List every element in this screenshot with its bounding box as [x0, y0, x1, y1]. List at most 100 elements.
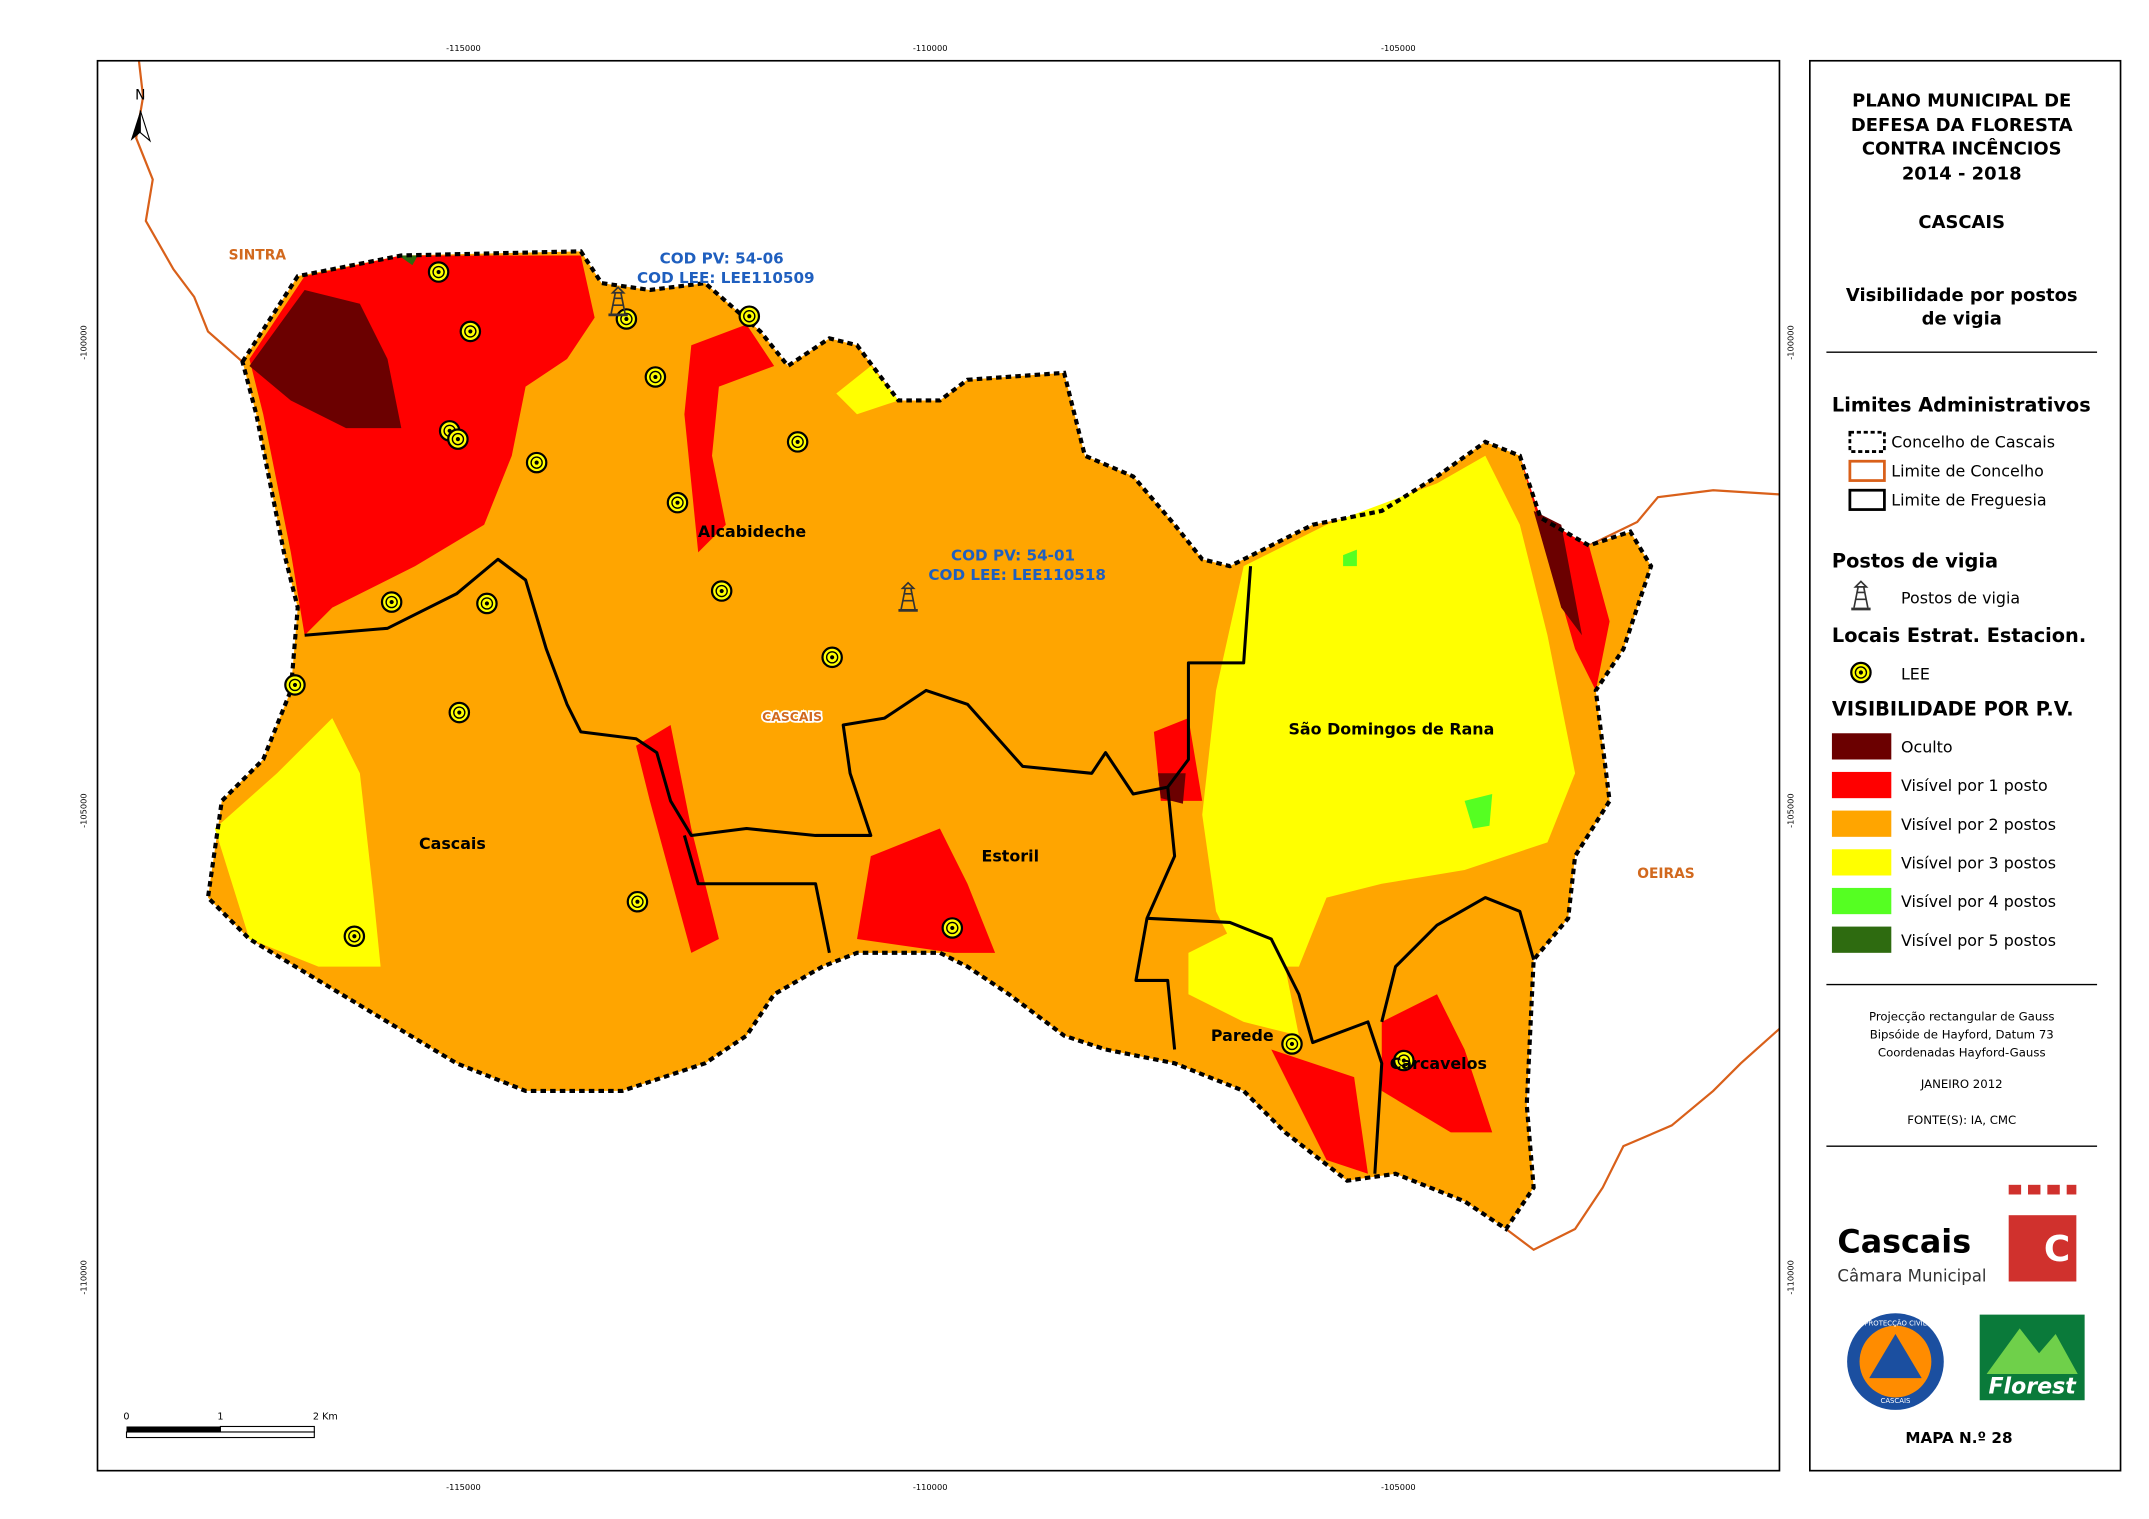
lee-point-dot — [436, 269, 441, 275]
lee-points — [284, 261, 1415, 1072]
oeiras-boundary — [1505, 1027, 1780, 1252]
panel-subtitle: Visibilidade por postos — [1846, 285, 2078, 306]
logo-cascais: Cascais — [1837, 1224, 1971, 1260]
legend-label: Visível por 2 postos — [1901, 815, 2056, 834]
logo-shape — [1869, 1333, 1922, 1379]
logo-text: CASCAIS — [1881, 1397, 1911, 1405]
coord-label: -115000 — [446, 43, 481, 53]
lee-point-dot — [830, 655, 835, 660]
north-label: N — [135, 87, 145, 103]
neighbour-label: SINTRA — [229, 248, 287, 264]
projection-note: Projecção rectangular de Gauss — [1869, 1009, 2055, 1023]
coord-label: -100000 — [1785, 325, 1795, 360]
panel-subtitle: de vigia — [1922, 309, 2002, 330]
panel-municipality: CASCAIS — [1918, 212, 2005, 233]
lee-point-ring — [1854, 666, 1868, 679]
legend-swatch — [1831, 849, 1892, 876]
panel-title: 2014 - 2018 — [1902, 164, 2022, 185]
legend-heading: VISIBILIDADE POR P.V. — [1832, 697, 2074, 720]
scale-bar — [219, 1425, 315, 1433]
legend-label: Visível por 1 posto — [1901, 776, 2048, 795]
parish-boundary — [1146, 916, 1384, 1174]
lee-point-dot — [950, 925, 955, 931]
lee-point-ring — [715, 584, 728, 598]
oeiras-boundary — [1588, 489, 1780, 547]
visibility-area — [249, 289, 402, 429]
tower-icon — [900, 581, 916, 610]
logo-shape — [2066, 1184, 2077, 1195]
coord-label: -115000 — [446, 1482, 481, 1492]
visibility-legend: Oculto Visível por 1 posto Visível por 2 p… — [1831, 733, 2056, 953]
parish-label: Alcabideche — [698, 522, 806, 541]
lee-point-ring — [649, 370, 662, 384]
visibility-area — [214, 718, 381, 967]
lee-point-ring — [464, 325, 477, 338]
lee-point-ring — [631, 895, 644, 908]
lee-point-dot — [534, 460, 539, 465]
visibility-area — [1533, 510, 1582, 636]
source: FONTE(S): IA, CMC — [1907, 1113, 2016, 1127]
lee-point-dot — [635, 899, 640, 904]
coord-label: -110000 — [913, 43, 948, 53]
lee-point-ring — [453, 706, 466, 719]
lee-point-dot — [624, 316, 629, 322]
legend-swatch — [1831, 771, 1892, 799]
logo-shape — [2028, 1184, 2041, 1195]
lee-point-dot — [653, 374, 658, 380]
parish-label: São Domingos de Rana — [1289, 720, 1495, 739]
municipality-boundary — [205, 249, 1654, 1232]
lee-point-ring — [348, 930, 361, 943]
tower-base — [608, 313, 628, 317]
tower-base — [898, 608, 918, 612]
lee-point-dot — [468, 329, 473, 334]
visibility-area — [1464, 794, 1493, 829]
legend-swatch — [1831, 926, 1892, 953]
lee-point-dot — [675, 500, 680, 505]
parish-label: Parede — [1211, 1026, 1274, 1045]
lee-point-ring — [1397, 1054, 1411, 1067]
legend-label: Visível por 5 postos — [1901, 931, 2056, 950]
logo-camara: Câmara Municipal — [1837, 1266, 1986, 1285]
legend-swatch — [1831, 810, 1892, 837]
tower-icon — [1853, 580, 1869, 608]
neighbour-label: OEIRAS — [1637, 866, 1695, 882]
tower-icons — [608, 286, 918, 612]
parish-boundary — [682, 835, 831, 954]
parish-label: Estoril — [982, 847, 1040, 866]
panel-title: DEFESA DA FLORESTA — [1851, 115, 2073, 136]
lee-point-ring — [791, 435, 804, 449]
visibility-area — [684, 324, 775, 553]
legend-symbol — [1848, 459, 1886, 482]
lee-point-ring — [671, 496, 684, 509]
date: JANEIRO 2012 — [1920, 1077, 2003, 1091]
lee-point-ring — [1285, 1037, 1299, 1051]
tower-icon — [610, 286, 626, 314]
logo-c-letter: C — [2044, 1229, 2070, 1270]
scale-label: 2 Km — [313, 1412, 338, 1423]
legend-label: LEE — [1901, 664, 1930, 683]
logo-florest: Florest — [1979, 1314, 2085, 1401]
parish-boundary — [1380, 896, 1536, 1023]
post-code: COD PV: 54-01 — [951, 547, 1075, 565]
lee-point-dot — [1858, 670, 1863, 675]
lee-point-ring — [451, 432, 465, 446]
visibility-area — [398, 255, 418, 266]
visibility-area — [1202, 455, 1576, 967]
visibility-area — [636, 724, 719, 953]
legend-label: Oculto — [1901, 738, 1953, 757]
scale-bar — [126, 1426, 221, 1433]
lee-point-ring — [530, 456, 543, 469]
lee-point-dot — [747, 314, 752, 319]
municipality-label: CASCAIS — [762, 709, 822, 724]
legend-label: Visível por 3 postos — [1901, 854, 2056, 873]
scale-label: 0 — [123, 1412, 129, 1423]
legend-symbol — [1848, 488, 1886, 511]
logo-shape — [1986, 1328, 2078, 1375]
tower-base — [1851, 607, 1871, 611]
legend-swatch — [1831, 733, 1892, 760]
lee-point-ring — [743, 310, 756, 323]
legend-symbol — [1851, 580, 1871, 611]
visibility-area — [207, 251, 1652, 1230]
panel-title: CONTRA INCÊNCIOS — [1862, 138, 2062, 160]
